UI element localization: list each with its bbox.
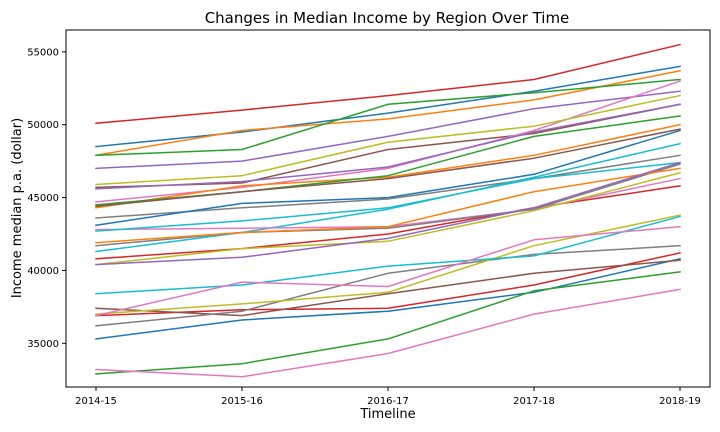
series-line-27: [95, 288, 681, 378]
y-tick-label: 40000: [27, 266, 59, 277]
series-line-16: [95, 128, 681, 208]
series-line-24: [95, 252, 681, 317]
x-axis: 2014-15 2015-16 2016-17 2017-18 2018-19: [75, 387, 701, 407]
series-line-25: [95, 161, 681, 266]
y-tick-label: 45000: [27, 193, 59, 204]
x-tick-label: 2016-17: [367, 396, 409, 407]
series-line-31: [95, 225, 681, 317]
series-line-11: [95, 129, 681, 227]
series-line-10: [95, 142, 681, 253]
series-line-12: [95, 123, 681, 209]
series-line-14: [95, 185, 681, 260]
series-line-23: [95, 271, 681, 375]
series-line-3: [95, 78, 681, 157]
series-line-17: [95, 177, 681, 231]
y-tick-label: 35000: [27, 339, 59, 350]
x-axis-title: Timeline: [359, 407, 415, 422]
series-line-28: [95, 244, 681, 327]
plot-area: [95, 43, 681, 378]
y-axis-title: Income median p.a. (dollar): [10, 118, 25, 298]
series-line-20: [95, 161, 681, 232]
series-line-26: [95, 259, 681, 317]
series-line-4: [95, 43, 681, 125]
x-tick-label: 2015-16: [221, 396, 263, 407]
series-line-1: [95, 65, 681, 148]
series-line-22: [95, 167, 681, 244]
x-tick-label: 2017-18: [513, 396, 555, 407]
series-line-19: [95, 171, 681, 266]
x-tick-label: 2018-19: [659, 396, 701, 407]
series-line-30: [95, 215, 681, 295]
series-line-21: [95, 257, 681, 340]
series-line-2: [95, 69, 681, 157]
x-tick-label: 2014-15: [75, 396, 117, 407]
chart-title: Changes in Median Income by Region Over …: [205, 9, 570, 27]
series-line-9: [95, 94, 681, 186]
series-line-29: [95, 214, 681, 315]
y-axis: 35000 40000 45000 50000 55000: [27, 47, 66, 350]
series-line-18: [95, 163, 681, 247]
y-tick-label: 55000: [27, 47, 59, 58]
series-line-7: [95, 80, 681, 203]
y-tick-label: 50000: [27, 120, 59, 131]
series-line-15: [95, 103, 681, 190]
series-line-5: [95, 90, 681, 170]
